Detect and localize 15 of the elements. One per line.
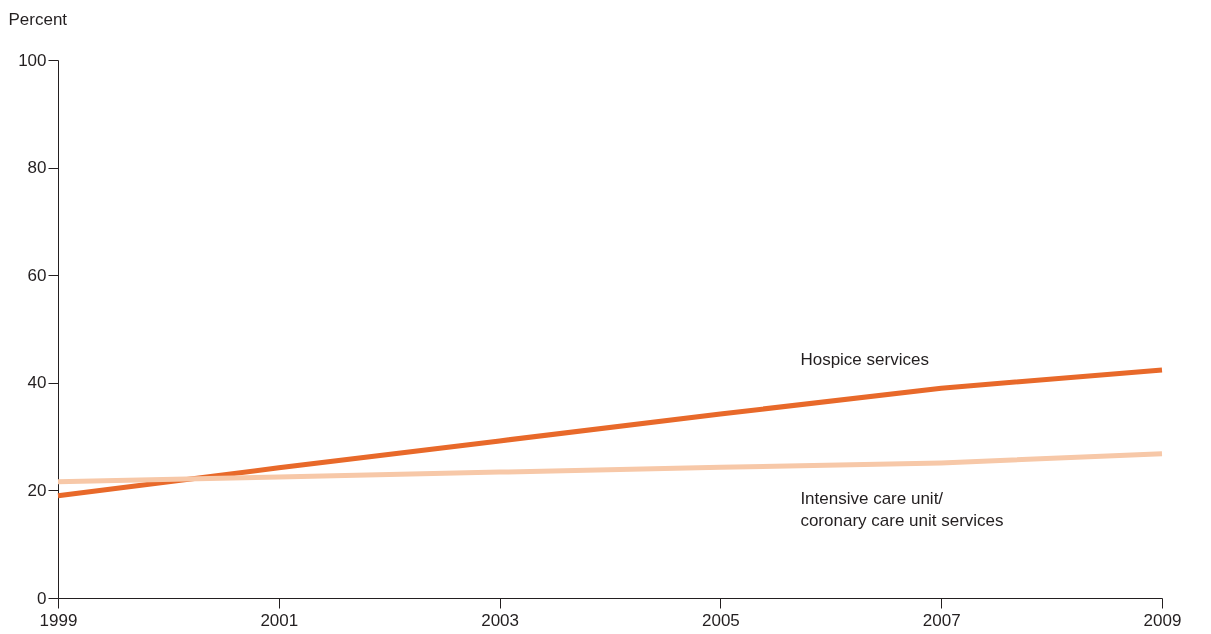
series-label: Intensive care unit/ coronary care unit services [800, 489, 1004, 531]
x-tick-label: 2007 [922, 610, 961, 630]
x-tick-label: 2005 [701, 610, 740, 630]
x-tick-label: 1999 [39, 610, 78, 630]
y-tick-label: 60 [27, 265, 47, 285]
series-label: Hospice services [800, 350, 929, 369]
y-tick-label: 40 [27, 373, 47, 393]
x-tick-label: 2003 [481, 610, 520, 630]
y-tick-label: 20 [27, 480, 47, 500]
y-tick-label: 0 [37, 588, 47, 608]
y-tick-label: 100 [18, 50, 47, 70]
y-tick-label: 80 [27, 158, 47, 178]
x-tick-label: 2001 [260, 610, 299, 630]
y-axis-title: Percent [8, 9, 68, 29]
x-tick-label: 2009 [1143, 610, 1182, 630]
